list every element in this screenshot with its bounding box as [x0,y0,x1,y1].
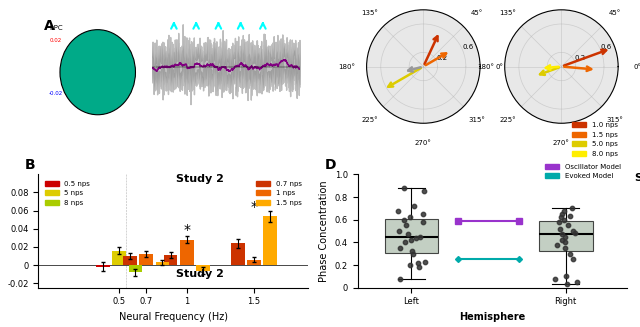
Bar [113,250,126,265]
Point [557,237,567,243]
Text: itPC: itPC [49,25,63,31]
PathPatch shape [385,218,438,252]
Point [414,265,424,270]
Point [556,226,566,232]
Point [557,232,567,237]
Legend: 1.0 nps, 1.5 nps, 5.0 nps, 8.0 nps: 1.0 nps, 1.5 nps, 5.0 nps, 8.0 nps [570,120,620,160]
Text: -0.02: -0.02 [49,91,63,96]
Point [409,203,419,209]
Text: Study 2: Study 2 [176,269,224,279]
Bar [180,240,193,265]
Point [560,234,570,239]
Point [563,223,573,228]
Point [557,211,567,216]
Y-axis label: CA Coherence: CA Coherence [0,197,2,266]
Bar [264,216,277,265]
Point [562,282,572,287]
Point [404,263,415,268]
Point [393,208,403,213]
Point [394,229,404,234]
Point [395,276,405,281]
Y-axis label: Phase Concentration: Phase Concentration [319,180,329,282]
Point [566,206,577,211]
Point [419,189,429,194]
Point [406,249,417,254]
Point [570,231,580,236]
Bar [247,260,261,265]
PathPatch shape [539,221,593,251]
Bar [164,255,177,265]
Bar [196,265,210,270]
Point [554,219,564,225]
Text: 0.02: 0.02 [49,38,61,43]
Point [415,234,425,239]
Point [400,240,410,245]
Point [556,215,566,220]
Bar [156,262,170,265]
Point [565,214,575,219]
Point [394,246,404,251]
Text: Study 1: Study 1 [635,173,640,183]
Bar [129,265,142,272]
Text: B: B [25,158,36,172]
Point [568,257,578,262]
Bar [124,256,137,265]
Point [561,274,572,279]
Bar [96,265,110,267]
Point [568,229,578,234]
Point [412,235,422,240]
Point [419,211,429,216]
Text: *: * [183,223,190,237]
Text: D: D [325,158,337,172]
Point [403,232,413,237]
Bar [231,243,245,265]
Point [572,280,582,285]
Point [418,219,428,225]
Point [405,215,415,220]
Point [401,223,411,228]
Point [413,260,423,266]
Bar [140,254,153,265]
Point [559,217,570,222]
Point [408,251,418,256]
Point [559,208,570,213]
Point [565,251,575,256]
Point [399,217,409,222]
Point [560,240,570,245]
Point [550,276,561,281]
Point [420,259,430,264]
Ellipse shape [60,30,136,115]
X-axis label: Neural Frequency (Hz): Neural Frequency (Hz) [118,312,228,322]
X-axis label: Hemisphere: Hemisphere [460,312,525,322]
Text: *: * [251,199,258,214]
Text: Study 2: Study 2 [176,174,224,183]
Point [406,237,417,243]
Legend: Oscillator Model, Evoked Model: Oscillator Model, Evoked Model [543,161,624,182]
Legend: 0.7 nps, 1 nps, 1.5 nps: 0.7 nps, 1 nps, 1.5 nps [253,178,305,208]
Point [552,242,563,247]
Point [399,185,409,191]
Text: A: A [44,19,54,33]
Point [559,246,570,251]
